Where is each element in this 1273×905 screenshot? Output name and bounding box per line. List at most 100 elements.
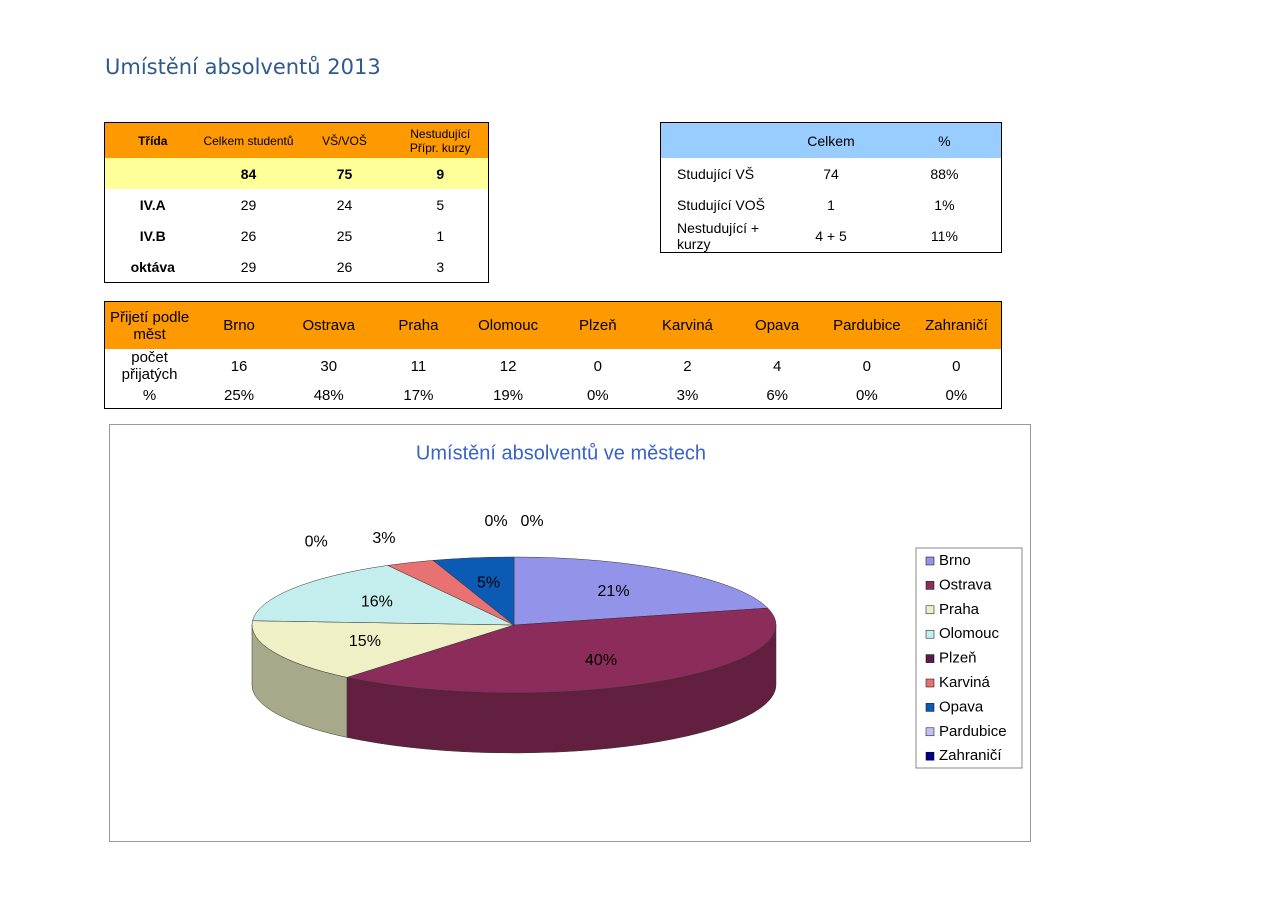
table-cell: 12 <box>499 357 517 375</box>
legend-swatch <box>925 654 935 663</box>
table-cell: 0% <box>945 387 968 404</box>
table-row: Studující VŠ 74 88% <box>661 158 1002 189</box>
table-cell: počet přijatých <box>121 349 178 383</box>
table-cell: 0 <box>862 357 872 375</box>
pie-slice <box>251 620 515 678</box>
data-label: 15% <box>349 633 381 650</box>
data-label: 16% <box>361 594 393 611</box>
table-cell: 11% <box>930 228 958 244</box>
data-label: 0% <box>520 513 543 530</box>
legend-label: Ostrava <box>939 576 992 593</box>
table-row: % 25% 48% 17% 19% 0% 3% 6% 0% 0% <box>105 383 1002 409</box>
table-cell: 1% <box>934 196 955 213</box>
table-cell: % <box>887 122 1002 158</box>
table-cell: 75 <box>296 158 393 189</box>
table-cell: Ostrava <box>283 301 374 349</box>
table-cell: 19% <box>493 387 524 404</box>
table-cell: 29 <box>240 258 257 275</box>
data-label: 40% <box>585 652 617 669</box>
table-cell: Studující VOŠ <box>677 196 765 213</box>
table-cell: Třída <box>104 122 201 158</box>
table-cell: Celkem <box>774 122 888 158</box>
table-cell: Nestudující + kurzy <box>677 220 760 252</box>
table-cell: Zahraničí <box>911 301 1002 349</box>
table-cell: Přijetí podle měst <box>104 301 195 349</box>
table-cell: 0 <box>593 357 602 375</box>
table-cell: 88% <box>930 165 959 182</box>
table-row: Nestudující + kurzy 4 + 5 11% <box>661 220 1002 253</box>
table-row: Přijetí podle měst Brno Ostrava Praha Olomou… <box>104 301 1002 349</box>
pie-side <box>251 624 348 738</box>
table-cell: 1 <box>827 196 835 213</box>
table-cell: Studující VŠ <box>677 165 755 182</box>
table-cell: 17% <box>403 387 434 404</box>
table-cell: Plzeň <box>552 301 643 349</box>
legend-swatch <box>925 727 935 737</box>
table-cell: Olomouc <box>463 301 553 349</box>
data-label: 0% <box>484 513 507 530</box>
table-cell: 25% <box>224 387 255 404</box>
table-cell: 2 <box>683 357 692 375</box>
legend-label: Brno <box>939 552 971 569</box>
table-cell: % <box>142 387 157 404</box>
table-cell: 4 + 5 <box>815 228 847 244</box>
chart-title: Umístění absolventů ve městech <box>416 442 706 464</box>
table-cell: 3% <box>676 387 699 404</box>
table-cell: Opava <box>732 301 822 349</box>
legend-swatch <box>925 678 935 688</box>
table-row: Třída Celkem studentů VŠ/VOŠ Nestudující Př… <box>104 122 489 158</box>
table-cell: 24 <box>336 196 353 213</box>
city-table: Přijetí podle měst Brno Ostrava Praha Olomou… <box>104 301 1002 409</box>
table-cell: IV.B <box>139 227 166 244</box>
summary-table: Celkem% Studující VŠ 74 88% Studující VOŠ 1 1%… <box>660 122 1002 253</box>
legend-swatch <box>925 703 935 712</box>
table-cell: IV.A <box>139 196 166 213</box>
table-row: IV.A 29 24 5 <box>105 189 489 220</box>
legend-label: Karviná <box>939 674 991 691</box>
table-cell: 4 <box>772 357 782 375</box>
legend-box <box>915 547 1023 769</box>
table-cell <box>660 122 775 158</box>
table-row: oktáva 29 26 3 <box>105 251 489 283</box>
table-row: Celkem% <box>660 122 1002 158</box>
table-cell <box>104 158 201 189</box>
table-row: IV.B 26 25 1 <box>105 220 489 251</box>
pie-side <box>346 624 777 754</box>
table-cell: 6% <box>766 387 788 404</box>
table-cell: 16 <box>230 357 248 375</box>
table-cell: 5 <box>436 196 445 213</box>
table-cell: 3 <box>436 258 445 275</box>
data-label: 21% <box>598 583 630 600</box>
data-label: 0% <box>305 534 328 551</box>
table-cell: VŠ/VOŠ <box>296 122 393 158</box>
legend-swatch <box>925 605 935 615</box>
table-cell: Brno <box>194 301 284 349</box>
table-cell: 48% <box>313 387 344 404</box>
data-label: 5% <box>477 575 500 592</box>
pie-slice <box>252 565 515 626</box>
legend-swatch <box>925 556 935 566</box>
table-cell: 9 <box>392 158 489 189</box>
pie-slice <box>346 607 777 694</box>
table-cell: 30 <box>320 357 338 375</box>
table-cell: 74 <box>823 165 839 182</box>
legend-label: Pardubice <box>939 723 1007 740</box>
table-cell: Nestudující Přípr. kurzy <box>392 122 489 158</box>
table-row: Studující VOŠ 1 1% <box>661 189 1002 220</box>
table-row: 84 75 9 <box>104 158 489 189</box>
legend-label: Zahraničí <box>939 747 1002 764</box>
table-cell: 11 <box>410 357 427 375</box>
table-cell: 84 <box>200 158 297 189</box>
legend-label: Olomouc <box>939 625 1000 642</box>
legend-label: Opava <box>939 698 984 715</box>
table-row: počet přijatých 16 30 11 12 0 2 4 0 0 <box>105 349 1002 383</box>
pie-slice <box>513 556 769 626</box>
page-title: Umístění absolventů 2013 <box>105 55 381 79</box>
pie-slice <box>432 556 515 626</box>
table-cell: 1 <box>436 227 445 244</box>
table-cell: oktáva <box>130 258 175 275</box>
table-cell: 26 <box>336 258 353 275</box>
table-cell: Karviná <box>642 301 733 349</box>
